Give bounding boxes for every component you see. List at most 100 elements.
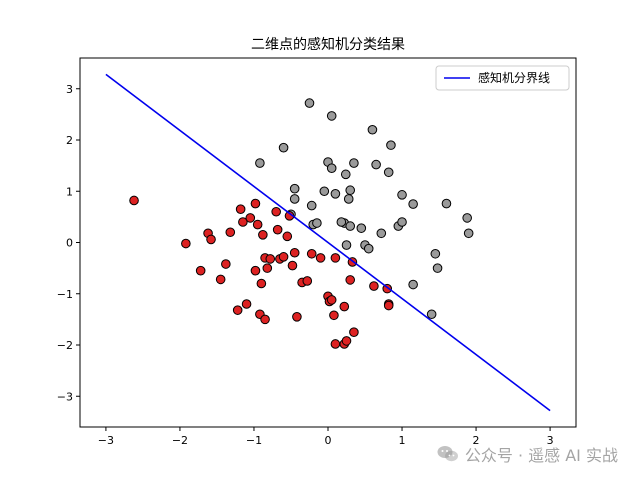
data-point bbox=[215, 274, 226, 285]
data-point bbox=[326, 295, 337, 305]
data-point bbox=[376, 228, 387, 239]
y-tick-label: −2 bbox=[57, 339, 73, 352]
data-point bbox=[271, 206, 281, 217]
data-point bbox=[250, 265, 261, 276]
data-point bbox=[330, 189, 341, 199]
y-tick-label: 0 bbox=[66, 237, 73, 250]
data-point bbox=[397, 190, 407, 200]
data-point bbox=[383, 300, 394, 311]
data-point bbox=[181, 238, 191, 249]
data-point bbox=[287, 260, 298, 271]
wechat-icon bbox=[437, 446, 458, 462]
data-point bbox=[326, 163, 337, 173]
data-point bbox=[315, 253, 326, 263]
data-point bbox=[426, 309, 437, 320]
data-point bbox=[336, 217, 347, 227]
data-point bbox=[369, 281, 379, 291]
data-point bbox=[250, 198, 261, 209]
x-tick-label: −3 bbox=[98, 434, 114, 447]
data-point bbox=[367, 124, 378, 135]
data-point bbox=[195, 265, 206, 276]
data-point bbox=[371, 159, 381, 170]
data-point bbox=[319, 186, 330, 197]
data-point bbox=[341, 240, 352, 250]
data-point bbox=[225, 227, 236, 238]
data-point bbox=[341, 336, 352, 346]
data-point bbox=[343, 194, 354, 204]
data-point bbox=[302, 276, 313, 286]
data-point bbox=[356, 223, 367, 233]
data-point bbox=[312, 218, 322, 228]
legend-label: 感知机分界线 bbox=[478, 70, 550, 85]
x-tick-label: 2 bbox=[473, 434, 480, 447]
data-point bbox=[330, 253, 341, 263]
y-tick-label: 3 bbox=[66, 83, 73, 96]
data-point bbox=[432, 263, 443, 273]
y-tick-label: −3 bbox=[57, 390, 73, 403]
points-layer bbox=[129, 98, 474, 349]
data-point bbox=[206, 234, 216, 245]
x-tick-label: 0 bbox=[325, 434, 332, 447]
data-point bbox=[260, 314, 270, 325]
data-point bbox=[256, 278, 267, 289]
legend: 感知机分界线 bbox=[435, 65, 570, 91]
data-point bbox=[463, 228, 474, 239]
data-point bbox=[397, 217, 407, 227]
data-point bbox=[262, 263, 273, 273]
y-tick-label: 2 bbox=[66, 134, 73, 147]
data-point bbox=[345, 185, 356, 196]
watermark: 公众号 · 遥感 AI 实战 bbox=[437, 442, 618, 466]
data-point bbox=[265, 254, 276, 264]
data-point bbox=[326, 111, 337, 121]
data-point bbox=[238, 217, 248, 227]
decision-boundary-line bbox=[105, 73, 551, 412]
data-point bbox=[278, 252, 289, 262]
data-point bbox=[345, 221, 356, 231]
data-point bbox=[232, 305, 243, 315]
data-point bbox=[339, 301, 350, 312]
data-point bbox=[304, 98, 315, 108]
x-tick-label: −2 bbox=[172, 434, 188, 447]
data-point bbox=[462, 213, 472, 223]
data-point bbox=[292, 312, 302, 322]
data-point bbox=[349, 327, 359, 337]
data-point bbox=[258, 230, 268, 240]
data-point bbox=[289, 247, 300, 258]
data-point bbox=[245, 213, 256, 223]
data-point bbox=[235, 204, 246, 214]
data-point bbox=[306, 200, 317, 211]
data-point bbox=[408, 279, 418, 290]
data-point bbox=[289, 194, 300, 204]
axes-layer: −3 −2 −1 0 1 2 3 −3 −2 −1 0 1 2 3 bbox=[57, 83, 554, 447]
x-tick-label: 1 bbox=[399, 434, 406, 447]
legend-box bbox=[435, 65, 570, 91]
data-point bbox=[129, 195, 139, 206]
data-point bbox=[241, 299, 252, 309]
data-point bbox=[252, 219, 263, 230]
data-point bbox=[272, 224, 283, 235]
data-point bbox=[345, 275, 356, 285]
data-point bbox=[430, 248, 441, 259]
data-point bbox=[441, 198, 452, 209]
x-tick-label: −1 bbox=[246, 434, 262, 447]
y-tick-label: 1 bbox=[66, 185, 73, 198]
data-point bbox=[306, 248, 317, 259]
watermark-text: 公众号 · 遥感 AI 实战 bbox=[464, 446, 618, 465]
y-tick-label: −1 bbox=[57, 288, 73, 301]
data-point bbox=[349, 158, 359, 168]
data-point bbox=[289, 183, 300, 194]
line-layer bbox=[105, 73, 551, 412]
data-point bbox=[363, 243, 374, 254]
data-point bbox=[221, 259, 231, 269]
data-point bbox=[330, 339, 341, 349]
data-point bbox=[386, 140, 396, 150]
data-point bbox=[408, 199, 418, 209]
data-point bbox=[340, 169, 351, 180]
data-point bbox=[329, 310, 339, 321]
data-point bbox=[278, 142, 289, 153]
chart-title: 二维点的感知机分类结果 bbox=[251, 36, 405, 53]
data-point bbox=[255, 158, 265, 168]
x-tick-label: 3 bbox=[547, 434, 554, 447]
